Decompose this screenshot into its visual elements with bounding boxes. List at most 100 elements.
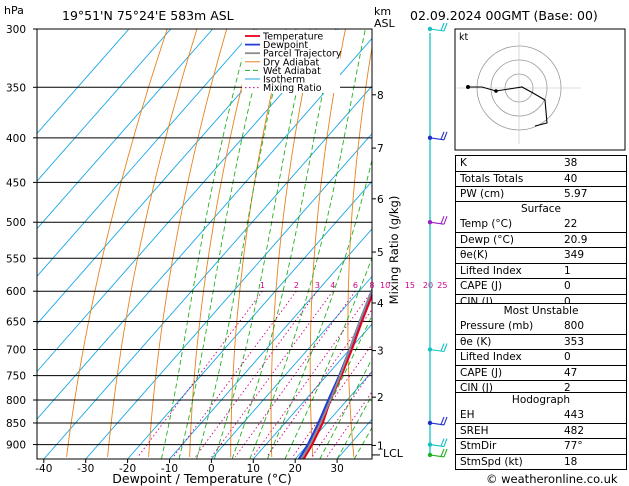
- hodograph: kt: [454, 28, 626, 151]
- temp-tick-label: -30: [77, 463, 94, 475]
- wind-barb-shape: [429, 131, 448, 141]
- hodograph-frame: [454, 28, 626, 151]
- temp-tick-label: -20: [119, 463, 136, 475]
- pressure-tick-label: 500: [6, 217, 26, 229]
- unstable-row-label: θe (K): [460, 335, 492, 348]
- surface-row: θe(K) 349: [456, 247, 626, 263]
- unstable-row-value: 2: [564, 382, 571, 395]
- hodograph-title: Hodograph: [511, 394, 571, 406]
- unstable-row-label: Lifted Index: [460, 351, 522, 364]
- legend-entry: Wet Adiabat: [263, 66, 321, 77]
- mixing-ratio-line: [234, 290, 356, 458]
- legend-entry: Mixing Ratio: [263, 83, 322, 94]
- datetime-title: 02.09.2024 00GMT (Base: 00): [410, 8, 598, 23]
- pressure-tick-label: 300: [6, 24, 26, 36]
- temp-tick-label: 0: [208, 463, 215, 475]
- wet-adiabat-line: [213, 29, 311, 459]
- wind-barb: [429, 343, 448, 353]
- mixing-ratio-label: 25: [437, 281, 447, 290]
- hodo-row-label: EH: [460, 409, 475, 421]
- surface-row-label: CAPE (J): [460, 280, 503, 293]
- km-tick-label: 6: [377, 194, 384, 206]
- hodo-row: EH 443: [456, 408, 626, 423]
- wind-barb-shape: [429, 448, 448, 458]
- mixing-ratio-label: 1: [260, 281, 265, 290]
- km-label: km: [374, 5, 391, 18]
- unstable-row: θe (K) 353: [456, 333, 626, 350]
- mixing-ratio-line: [252, 290, 372, 458]
- most-unstable-title: Most Unstable: [503, 305, 579, 317]
- pressure-tick-label: 800: [6, 395, 26, 407]
- wind-barb: [429, 216, 448, 225]
- isotherm-line: [37, 29, 297, 325]
- unstable-row: CAPE (J) 47: [456, 364, 626, 381]
- isotherm-line: [37, 29, 255, 277]
- pressure-tick-label: 650: [6, 316, 26, 328]
- isotherm-line: [37, 29, 172, 182]
- km-tick-label: 3: [377, 346, 384, 358]
- wind-level-dot: [427, 452, 433, 458]
- hodo-row: StmDir 77°: [456, 438, 626, 454]
- isotherm-line: [43, 85, 372, 459]
- mixing-ratio-line: [172, 290, 297, 458]
- profile-temperature: [302, 292, 372, 459]
- index-pw: PW (cm) 5.97: [456, 186, 626, 202]
- pressure-tick-label: 700: [6, 345, 26, 357]
- hodo-row-value: 443: [564, 409, 585, 421]
- hodo-row-value: 18: [564, 455, 578, 468]
- temp-tick-label: -10: [161, 463, 178, 475]
- km-tick-label: 2: [377, 392, 384, 404]
- wet-adiabat-line: [178, 29, 269, 459]
- location-title: 19°51'N 75°24'E 583m ASL: [62, 8, 234, 23]
- isotherm-line: [127, 180, 372, 459]
- pressure-tick-label: 900: [6, 440, 26, 452]
- isotherm-line: [37, 29, 339, 373]
- pressure-tick-label: 450: [6, 177, 26, 189]
- pressure-tick-label: 550: [6, 253, 26, 265]
- wind-barb-shape: [429, 216, 448, 225]
- profile-parcel-trajectory: [300, 287, 372, 459]
- legend-entry: Isotherm: [263, 75, 305, 86]
- hodograph-kt-label: kt: [459, 32, 469, 43]
- hodo-row-label: StmDir: [460, 440, 497, 453]
- pressure-tick-label: 400: [6, 133, 26, 145]
- wind-barb: [429, 438, 448, 448]
- surface-row-value: 22: [564, 218, 578, 230]
- hodo-row-label: SREH: [460, 424, 489, 437]
- surface-row: CAPE (J) 0: [456, 278, 626, 294]
- pressure-tick-label: 850: [6, 418, 26, 430]
- unstable-row-value: 47: [564, 366, 578, 379]
- surface-row-value: 0: [564, 295, 571, 308]
- wind-barb: [429, 448, 448, 458]
- unstable-row-label: CIN (J): [460, 382, 493, 395]
- isotherm-line: [252, 323, 372, 459]
- index-totals-totals: Totals Totals 40: [456, 170, 626, 187]
- dry-adiabat-line: [66, 29, 168, 458]
- wind-barb-shape: [429, 416, 448, 426]
- surface-row-label: θe(K): [460, 249, 488, 262]
- hodograph-panel: Hodograph EH 443 SREH 482 StmDir 77° StmSpd (k…: [455, 392, 627, 471]
- mixing-ratio-line: [211, 290, 334, 458]
- hodograph-point: [494, 89, 498, 93]
- hodo-row-value: 77°: [564, 440, 583, 453]
- mixing-ratio-label: 15: [405, 281, 415, 290]
- surface-panel: Surface Temp (°C) 22 Dewp (°C) 20.9 θe(K) 349…: [455, 201, 627, 311]
- most-unstable-panel: Most Unstable Pressure (mb) 800 θe (K) 353 L…: [455, 303, 627, 397]
- asl-label: ASL: [374, 17, 396, 30]
- surface-row: Lifted Index 1: [456, 262, 626, 279]
- isotherm-line: [37, 37, 372, 420]
- x-axis-label: Dewpoint / Temperature (°C): [112, 471, 291, 486]
- unstable-row-label: Pressure (mb): [460, 320, 534, 332]
- mixing-ratio-label: 2: [294, 281, 299, 290]
- unstable-row: Pressure (mb) 800: [456, 319, 626, 334]
- mixing-ratio-label: 6: [353, 281, 358, 290]
- plot-frame: [36, 28, 373, 460]
- dry-adiabat-line: [309, 29, 346, 458]
- legend-entry: Parcel Trajectory: [263, 49, 342, 60]
- surface-row: Dewp (°C) 20.9: [456, 231, 626, 248]
- mixing-ratio-line: [326, 391, 372, 458]
- surface-row-label: Temp (°C): [460, 218, 513, 230]
- hodo-row: StmSpd (kt) 18: [456, 453, 626, 470]
- dry-adiabat-line: [420, 29, 436, 457]
- surface-row-value: 0: [564, 280, 571, 293]
